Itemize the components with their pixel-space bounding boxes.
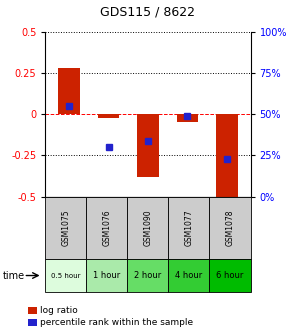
Text: GDS115 / 8622: GDS115 / 8622 (100, 5, 195, 18)
Bar (177, 114, 198, 123)
Text: GSM1075: GSM1075 (62, 209, 70, 246)
Text: GSM1078: GSM1078 (226, 209, 234, 246)
Text: log ratio: log ratio (40, 306, 77, 315)
Text: 2 hour: 2 hour (134, 271, 162, 280)
Text: percentile rank within the sample: percentile rank within the sample (40, 318, 193, 327)
Bar (98, 114, 119, 118)
Bar (216, 114, 238, 197)
Bar (58, 68, 80, 114)
Text: GSM1076: GSM1076 (103, 209, 111, 246)
Text: 6 hour: 6 hour (216, 271, 244, 280)
Text: 1 hour: 1 hour (93, 271, 121, 280)
Text: time: time (3, 270, 25, 281)
Text: GSM1077: GSM1077 (185, 209, 193, 246)
Bar (137, 114, 159, 177)
Text: 4 hour: 4 hour (175, 271, 203, 280)
Text: GSM1090: GSM1090 (144, 209, 152, 246)
Text: 0.5 hour: 0.5 hour (51, 272, 81, 279)
